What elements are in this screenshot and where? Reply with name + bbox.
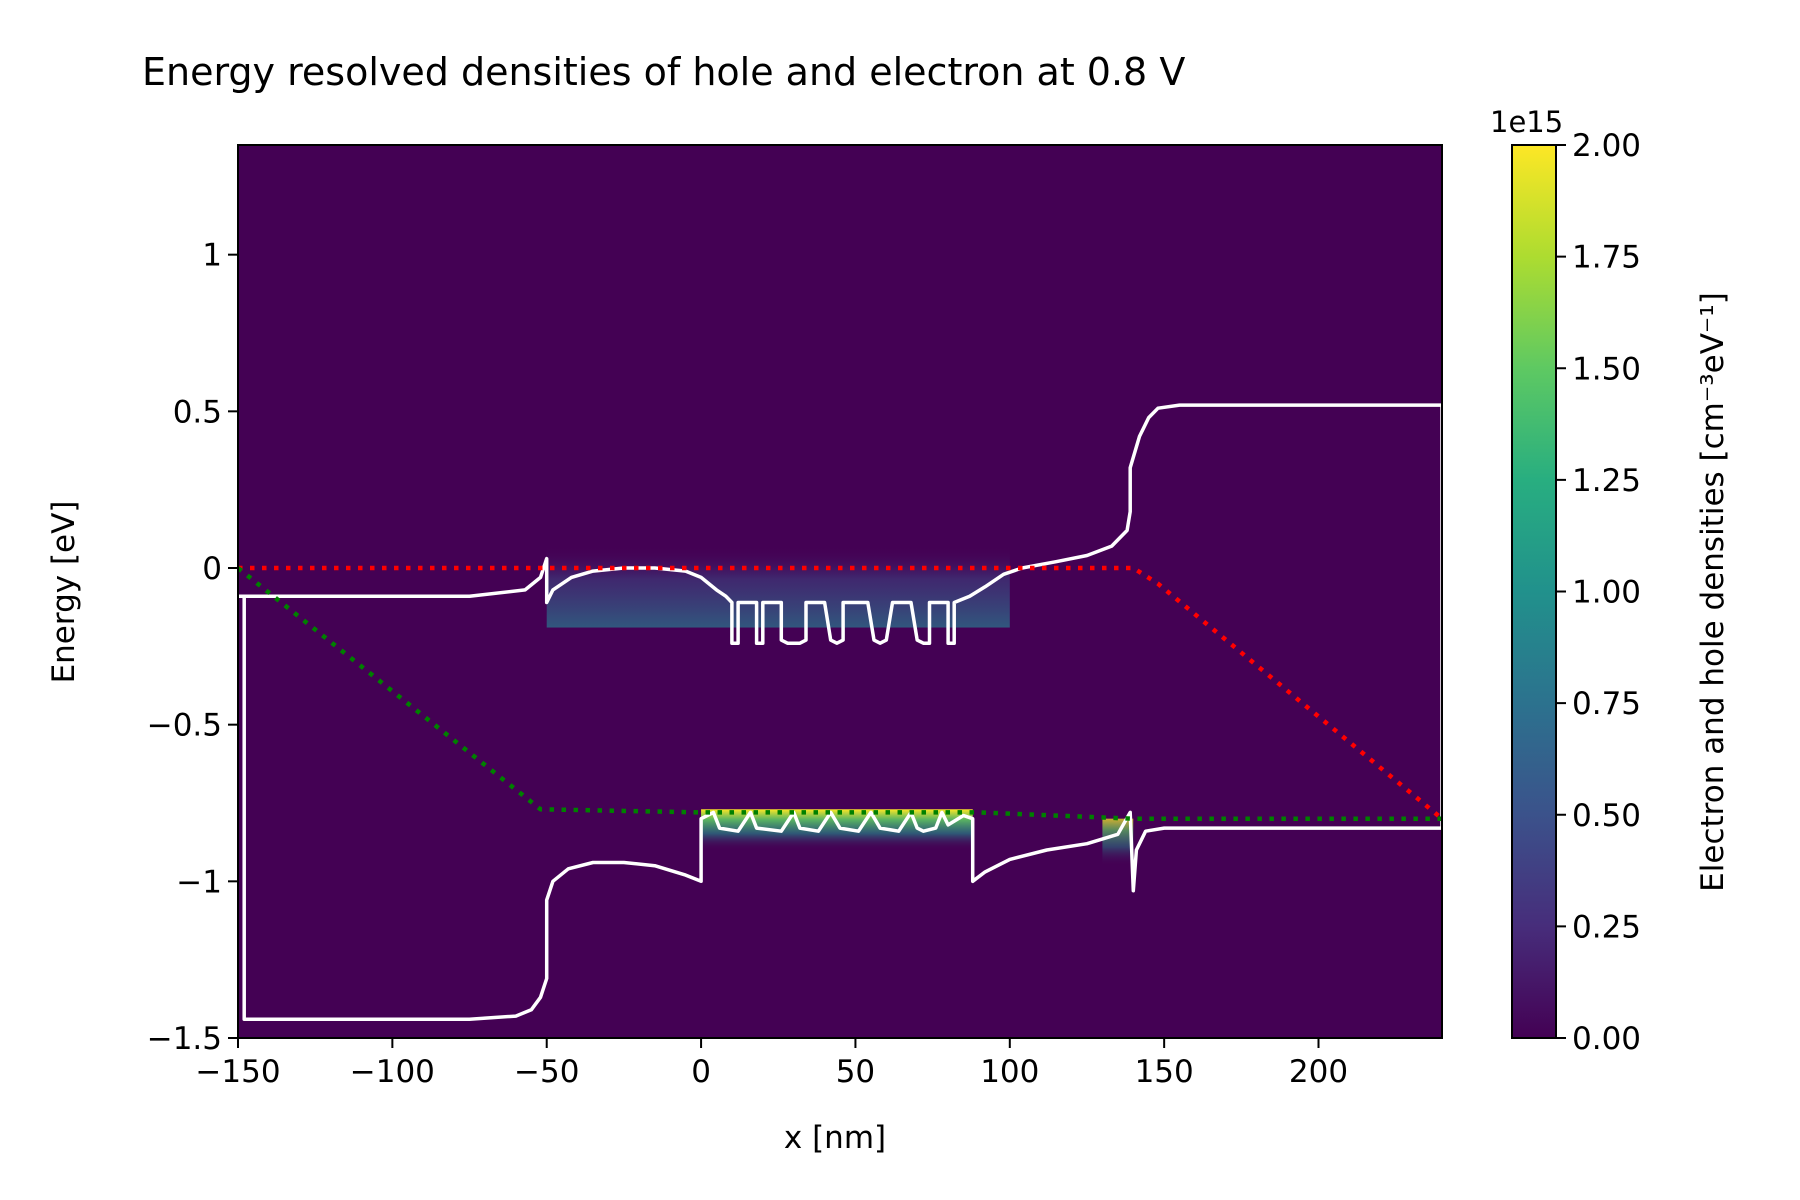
colorbar-ticks: 0.00 0.25 0.50 0.75 1.00 1.25 1.50 1.75 2.00 (1556, 128, 1641, 1057)
plot-frame (237, 144, 1443, 1039)
colorbar-tick-label: 1.25 (1572, 463, 1641, 499)
electron-quasi-fermi-level-line (238, 566, 1442, 821)
x-tick-label: 100 (980, 1054, 1039, 1090)
colorbar-exponent: 1e15 (1490, 105, 1563, 139)
series-layer (238, 403, 1442, 1021)
y-tick-label: 1 (202, 238, 222, 274)
x-tick-label: −50 (514, 1054, 579, 1090)
colorbar-tick-label: 1.75 (1572, 240, 1641, 276)
colorbar-tick-label: 1.00 (1572, 575, 1641, 611)
colorbar-tick-label: 0.75 (1572, 686, 1641, 722)
electron-density-region-2 (1102, 818, 1134, 866)
x-tick-label: 200 (1289, 1054, 1348, 1090)
y-tick-label: −0.5 (147, 708, 222, 744)
x-tick-label: 0 (691, 1054, 711, 1090)
colorbar-tick-label: 0.50 (1572, 798, 1641, 834)
x-axis-label: x [nm] (784, 1120, 886, 1156)
y-axis-label: Energy [eV] (46, 501, 82, 684)
y-tick-label: −1.5 (147, 1021, 222, 1057)
colorbar-label: Electron and hole densities [cm⁻³eV⁻¹] (1695, 292, 1731, 892)
x-tick-label: 50 (836, 1054, 875, 1090)
y-axis: −1.5 −1 −0.5 0 0.5 1 (147, 238, 238, 1057)
chart-title: Energy resolved densities of hole and el… (142, 50, 1185, 94)
hole-quasi-fermi-level-line (238, 565, 1442, 821)
y-tick-label: −1 (176, 864, 222, 900)
y-tick-label: 0 (202, 551, 222, 587)
x-tick-label: 150 (1135, 1054, 1194, 1090)
colorbar-tick-label: 0.00 (1572, 1021, 1641, 1057)
x-tick-label: −100 (350, 1054, 435, 1090)
x-tick-label: −150 (195, 1054, 280, 1090)
colorbar (1511, 144, 1557, 1039)
y-tick-label: 0.5 (173, 394, 222, 430)
colorbar-tick-label: 2.00 (1572, 128, 1641, 164)
x-axis: −150 −100 −50 0 50 100 150 200 (195, 1038, 1348, 1090)
colorbar-tick-label: 0.25 (1572, 909, 1641, 945)
colorbar-tick-label: 1.50 (1572, 351, 1641, 387)
conduction-band-line (238, 403, 1442, 1021)
hole-density-region-0 (546, 546, 1010, 628)
